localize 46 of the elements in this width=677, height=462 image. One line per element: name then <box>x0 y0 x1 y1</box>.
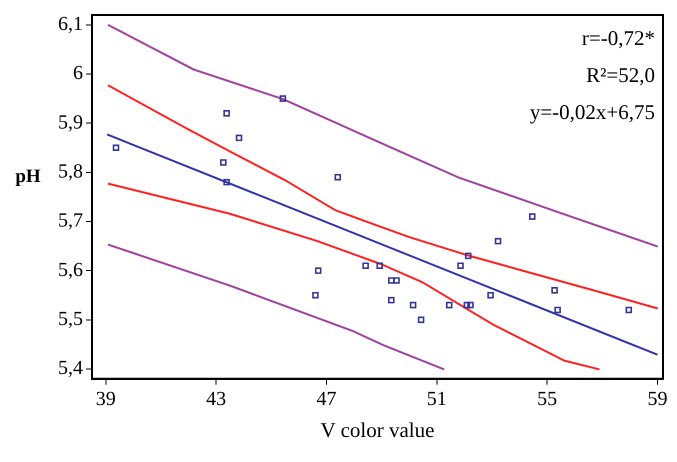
point <box>457 262 464 269</box>
x-tick-label: 59 <box>647 388 668 410</box>
point <box>220 159 227 166</box>
x-tick-label: 51 <box>426 388 447 410</box>
y-tick-label: 5,4 <box>58 357 83 380</box>
point <box>464 302 470 308</box>
x-tick-label: 43 <box>206 388 226 410</box>
point <box>280 95 286 102</box>
point <box>528 213 536 220</box>
x-tick-label: 47 <box>316 388 336 410</box>
annotation: R²=52,0 <box>586 63 655 87</box>
x-tick-label: 39 <box>96 388 116 410</box>
point <box>487 292 494 298</box>
point <box>112 144 120 152</box>
y-tick-label: 5,7 <box>58 210 83 232</box>
point <box>312 292 319 298</box>
point <box>223 110 230 117</box>
y-tick-label: 6 <box>73 62 83 84</box>
point <box>551 287 558 294</box>
y-tick-label: 5,9 <box>58 111 83 134</box>
point <box>467 302 474 308</box>
y-tick-label: 5,5 <box>58 308 83 330</box>
point <box>494 238 502 244</box>
point <box>362 262 369 269</box>
y-tick-label: 5,8 <box>58 160 83 183</box>
point <box>393 277 400 284</box>
annotation: y=-0,02x+6,75 <box>530 100 655 124</box>
point <box>388 296 395 304</box>
x-axis-title: V color value <box>320 418 434 442</box>
point <box>410 302 416 308</box>
annotation: r=-0,72* <box>582 26 655 50</box>
point <box>314 267 322 274</box>
point <box>376 262 383 269</box>
point <box>236 134 242 142</box>
point <box>418 316 424 324</box>
point <box>626 306 632 314</box>
y-tick-label: 5,6 <box>58 258 83 281</box>
y-axis-title: pH <box>15 166 41 187</box>
point <box>554 306 561 314</box>
point <box>388 277 395 284</box>
y-tick-label: 6,1 <box>58 13 83 36</box>
x-tick-label: 55 <box>537 388 558 410</box>
point <box>334 174 342 181</box>
point <box>223 178 230 186</box>
point <box>464 252 472 260</box>
point <box>446 302 452 308</box>
